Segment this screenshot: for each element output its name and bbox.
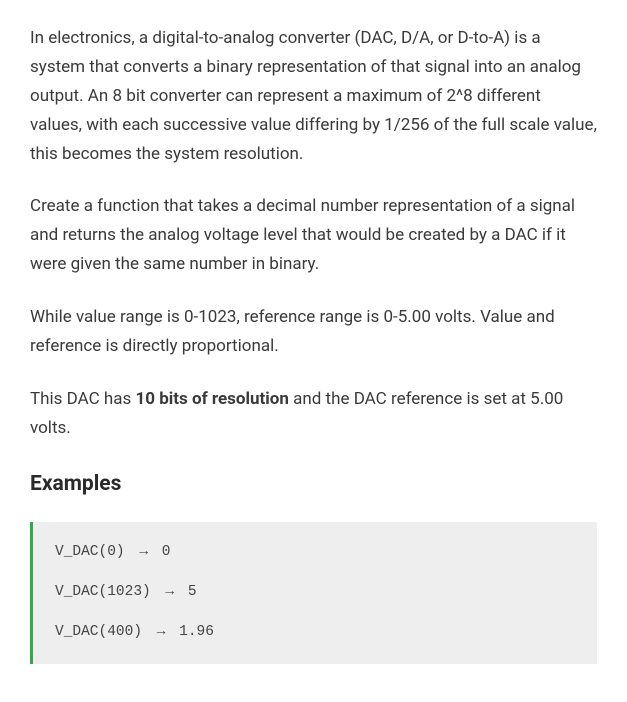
code-block: V_DAC(0) → 0 V_DAC(1023) → 5 V_DAC(400) …: [30, 522, 597, 663]
paragraph-1: In electronics, a digital-to-analog conv…: [30, 24, 597, 168]
code-call-2: V_DAC(1023): [55, 584, 151, 600]
code-result-3: 1.96: [179, 624, 214, 640]
arrow-icon: →: [165, 582, 173, 604]
code-call-3: V_DAC(400): [55, 624, 142, 640]
paragraph-4: This DAC has 10 bits of resolution and t…: [30, 385, 597, 443]
p4-prefix: This DAC has: [30, 389, 136, 409]
p4-bold: 10 bits of resolution: [136, 389, 289, 409]
arrow-icon: →: [157, 622, 165, 644]
code-line-1: V_DAC(0) → 0: [55, 542, 575, 564]
paragraph-3: While value range is 0-1023, reference r…: [30, 303, 597, 361]
code-line-2: V_DAC(1023) → 5: [55, 582, 575, 604]
arrow-icon: →: [139, 542, 147, 564]
paragraph-2: Create a function that takes a decimal n…: [30, 192, 597, 279]
code-call-1: V_DAC(0): [55, 544, 125, 560]
code-result-1: 0: [162, 544, 171, 560]
code-line-3: V_DAC(400) → 1.96: [55, 622, 575, 644]
code-result-2: 5: [188, 584, 197, 600]
examples-heading: Examples: [30, 467, 597, 503]
